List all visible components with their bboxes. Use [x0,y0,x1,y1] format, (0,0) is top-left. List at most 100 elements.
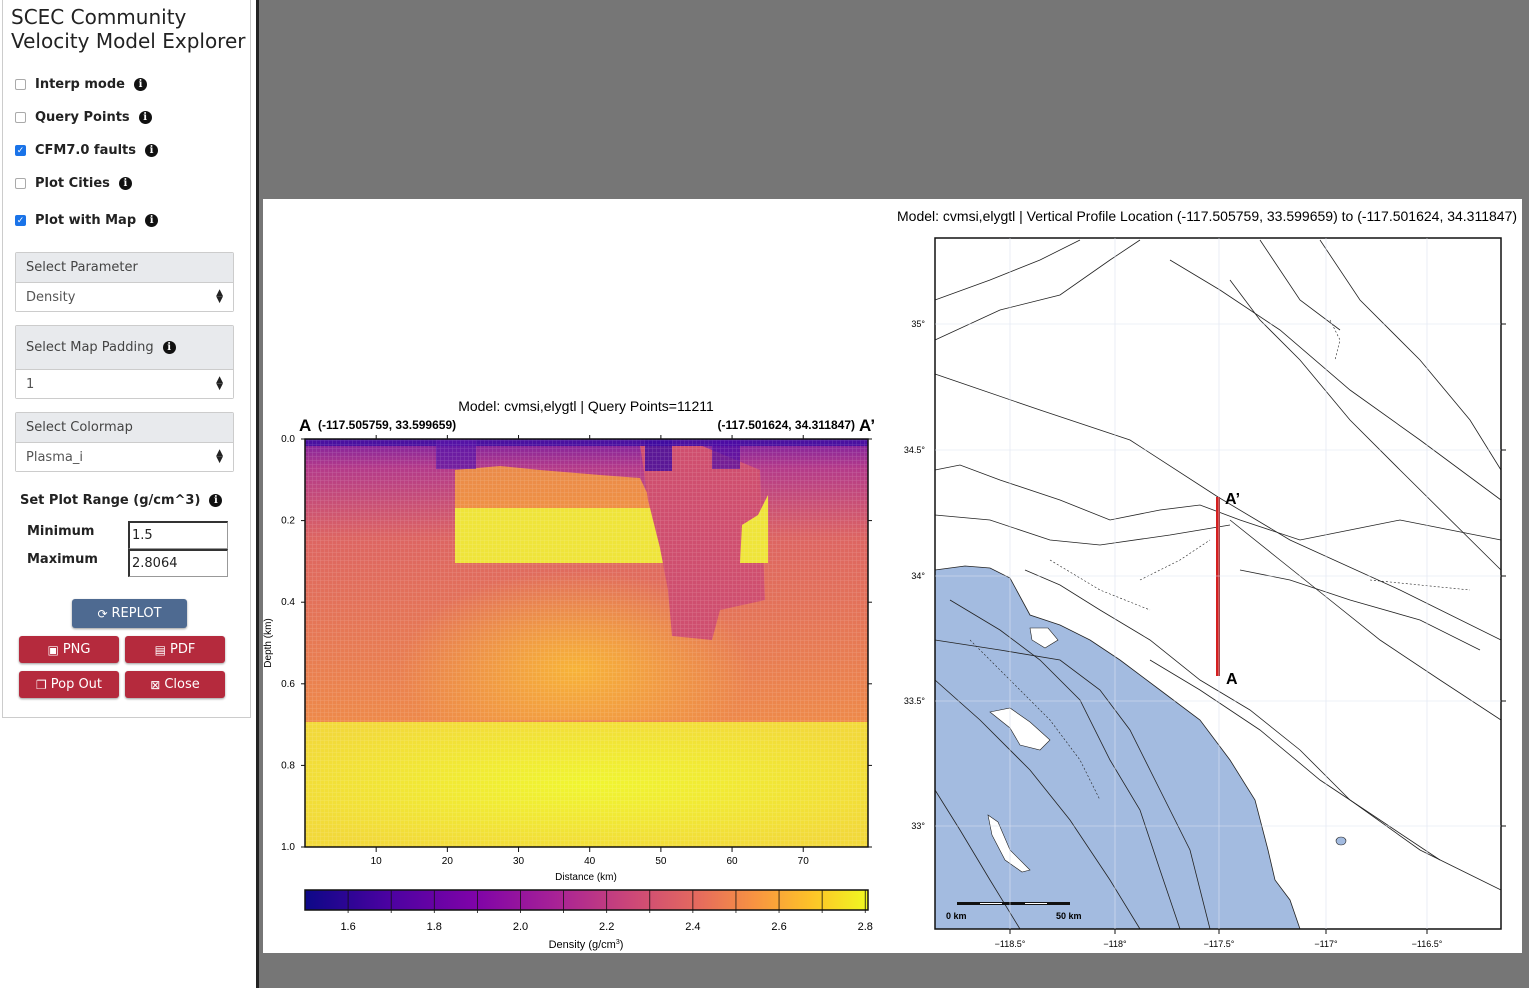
scale-bar: 0 km 50 km [946,902,1082,921]
profile-start-label: A [1226,671,1238,688]
info-icon[interactable]: i [118,177,132,190]
lat-tick-label: 34° [911,571,925,581]
png-button[interactable]: ▣ PNG [19,636,119,663]
map-padding-select[interactable]: 1 ▲ ▼ [16,370,233,398]
image-icon: ▣ [47,642,59,657]
colormap-label: Select Colormap [16,413,233,443]
checkbox[interactable] [15,112,26,123]
y-tick-label: 0.4 [281,597,295,608]
checkbox-label: Query Points [35,110,130,125]
y-tick-label: 0.8 [281,760,295,771]
x-tick-label: 70 [798,856,810,867]
colorbar-tick-label: 2.4 [685,921,700,933]
info-icon[interactable]: i [162,341,176,354]
colormap-value: Plasma_i [26,449,83,465]
scale-bar-start: 0 km [946,911,967,921]
checkbox[interactable]: ✓ [15,215,26,226]
query-points-checkbox[interactable]: Query Points i [15,110,152,125]
end-coordinate: (-117.501624, 34.311847) [718,418,855,432]
pop-out-label: Pop Out [50,677,103,692]
parameter-label: Select Parameter [16,253,233,283]
section-axes: 10 20 30 40 50 60 70 0.0 0.2 0.4 0.6 0.8 1.0 [281,434,872,867]
lake [1335,836,1347,846]
colormap-group: Select Colormap Plasma_i ▲ ▼ [15,412,234,472]
colorbar-axes: 1.6 1.8 2.0 2.2 2.4 2.6 2.8 [340,890,873,933]
replot-button[interactable]: ⟳ REPLOT [72,599,187,628]
colorbar-tick-label: 2.0 [513,921,528,933]
map-padding-header: Select Map Padding i [16,326,233,370]
x-axis-label: Distance (km) [555,872,617,883]
dashed-fault-traces [969,319,1471,801]
map-padding-group: Select Map Padding i 1 ▲ ▼ [15,325,234,399]
x-tick-label: 20 [442,856,454,867]
parameter-select[interactable]: Density ▲ ▼ [16,283,233,311]
app-title: SCEC Community Velocity Model Explorer [11,5,246,53]
refresh-icon: ⟳ [97,606,108,621]
pdf-file-icon: ▤ [154,642,166,657]
map-title: Model: cvmsi,elygtl | Vertical Profile L… [897,208,1517,224]
minimum-label: Minimum [27,524,95,539]
png-label: PNG [62,642,91,657]
x-tick-label: 10 [371,856,383,867]
map-frame [934,237,1502,930]
lon-tick-label: −116.5° [1412,939,1443,949]
parameter-group: Select Parameter Density ▲ ▼ [15,252,234,312]
catalina-island [989,707,1051,751]
profile-end-label: A’ [1225,491,1240,508]
pdf-button[interactable]: ▤ PDF [125,636,225,663]
checkbox-label: Interp mode [35,77,125,92]
control-sidebar: SCEC Community Velocity Model Explorer In… [2,0,251,718]
info-icon[interactable]: i [133,78,147,91]
x-tick-label: 50 [655,856,667,867]
info-icon[interactable]: i [209,494,223,507]
checkbox[interactable]: ✓ [15,145,26,156]
lon-tick-label: −118° [1103,939,1127,949]
checkbox[interactable] [15,79,26,90]
info-icon[interactable]: i [145,144,159,157]
result-image-panel: Model: cvmsi,elygtl | Query Points=11211… [263,199,1522,953]
colorbar-tick-label: 2.8 [858,921,873,933]
maximum-input[interactable]: 2.8064 [128,549,228,577]
panel-divider[interactable] [256,0,259,988]
san-clemente-island [987,814,1031,873]
y-axis-label: Depth (km) [263,618,274,667]
info-icon[interactable]: i [138,111,152,124]
lat-tick-label: 35° [911,319,925,329]
x-tick-label: 60 [726,856,738,867]
start-coordinate: (-117.505759, 33.599659) [318,418,456,432]
sort-icon: ▲ ▼ [216,288,223,305]
checkbox-label: Plot Cities [35,176,110,191]
map-axes: −118.5° −118° −117.5° −117° −116.5° 35° 34.5° 3… [904,238,1506,949]
checkbox[interactable] [15,178,26,189]
colorbar-tick-label: 2.2 [599,921,614,933]
scale-bar-end: 50 km [1056,911,1082,921]
parameter-value: Density [26,289,76,305]
info-icon[interactable]: i [145,214,159,227]
plot-cities-checkbox[interactable]: Plot Cities i [15,176,132,191]
plot-range-heading: Set Plot Range (g/cm^3) i [20,493,223,508]
colorbar [304,889,869,911]
plot-frame [304,438,869,848]
colormap-select[interactable]: Plasma_i ▲ ▼ [16,443,233,471]
fault-map: A A’ 0 km 50 km [934,237,1502,930]
y-tick-label: 0.0 [281,434,295,445]
section-title: Model: cvmsi,elygtl | Query Points=11211 [458,398,714,414]
close-icon: ⊠ [150,677,161,692]
palos-verdes [1029,627,1059,649]
colorbar-tick-label: 1.8 [427,921,442,933]
lon-tick-label: −118.5° [995,939,1026,949]
colorbar-label: Density (g/cm3) [549,939,624,951]
x-tick-label: 30 [513,856,525,867]
plot-range-label: Set Plot Range (g/cm^3) [20,493,201,508]
pop-out-button[interactable]: ❐ Pop Out [19,671,119,698]
minimum-input[interactable]: 1.5 [128,521,228,549]
start-marker-label: A [299,416,311,435]
close-label: Close [164,677,200,692]
interp-mode-checkbox[interactable]: Interp mode i [15,77,147,92]
lon-tick-label: −117° [1314,939,1338,949]
density-heatmap [304,438,869,848]
plot-with-map-checkbox[interactable]: ✓ Plot with Map i [15,213,159,228]
close-button[interactable]: ⊠ Close [125,671,225,698]
cfm-faults-checkbox[interactable]: ✓ CFM7.0 faults i [15,143,159,158]
grid-overlay [305,439,868,847]
